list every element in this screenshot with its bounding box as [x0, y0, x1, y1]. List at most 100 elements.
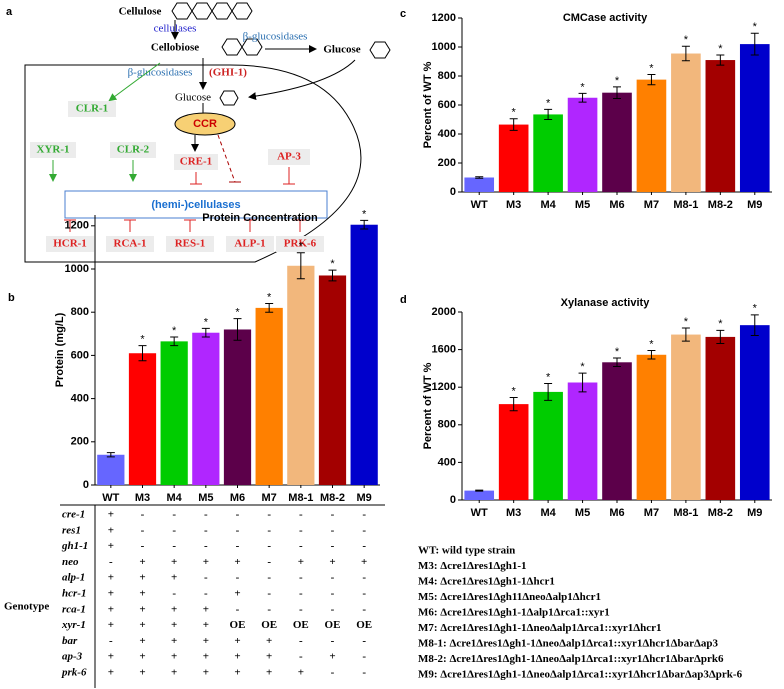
x-tick-label: M8-2 [708, 199, 733, 211]
error-bar [475, 489, 484, 492]
significance: * [753, 21, 758, 33]
node: XYR-1 [37, 144, 70, 156]
repressions [64, 167, 306, 232]
genotype-cell: + [171, 603, 177, 615]
ccr-node [174, 112, 236, 136]
error-bar [475, 176, 484, 179]
genotype-cell: - [141, 540, 145, 552]
gene: gh1-1 [61, 540, 88, 552]
genotype-cell: + [329, 556, 335, 568]
genotype-cell: - [109, 556, 113, 568]
genotype-cell: - [362, 509, 366, 521]
panel-label: c [400, 8, 406, 20]
genotype-cell: + [171, 635, 177, 647]
genotype-cell: + [171, 556, 177, 568]
genotype-cell: + [203, 556, 209, 568]
strain-note: M7: Δcre1Δres1Δgh1-1ΔneoΔalp1Δrca1::xyr1… [418, 622, 661, 634]
significance: * [615, 346, 620, 358]
error-bar [509, 397, 518, 412]
genotype-cell: + [266, 635, 272, 647]
error-bar [716, 329, 725, 344]
genotype-cell: + [139, 619, 145, 631]
genotype-cell: - [172, 524, 176, 536]
error-bar [138, 345, 147, 362]
ccr: CCR [193, 118, 217, 130]
significance: * [299, 241, 304, 253]
y-tick-label: 1200 [432, 12, 456, 24]
enzyme: cellulases [154, 23, 197, 35]
significance: * [172, 325, 177, 337]
bar [287, 265, 315, 485]
genotype-cell: + [108, 524, 114, 536]
bar [318, 275, 347, 485]
genotype-cell: - [362, 540, 366, 552]
genotype-cell: + [139, 635, 145, 647]
repressors: HCR-1 RCA-1 RES-1 ALP-1 PRK-6 [46, 236, 324, 252]
strain-note: M8-1: Δcre1Δres1Δgh1-1ΔneoΔalp1Δrca1::xy… [418, 638, 719, 650]
genotype-cell: + [329, 651, 335, 663]
genotype-cell: - [331, 509, 335, 521]
significance: * [649, 62, 654, 74]
node: ALP-1 [234, 238, 265, 250]
genotype-cell: OE [230, 619, 246, 631]
gene: bar [62, 635, 78, 647]
arrow [108, 62, 161, 102]
gene: prk-6 [61, 667, 87, 679]
error-bar [233, 318, 242, 341]
target: (hemi-)cellulases [151, 199, 240, 211]
bar [533, 114, 563, 192]
x-tick-label: M8-1 [673, 199, 698, 211]
error-bar [328, 269, 337, 282]
genotype-cell: - [362, 635, 366, 647]
bar [567, 97, 598, 192]
significance: * [362, 208, 367, 220]
genotype-cell: - [141, 524, 145, 536]
genotype-cell: - [331, 635, 335, 647]
error-bar [509, 118, 518, 131]
genotype-cell: - [331, 667, 335, 679]
error-bar [265, 303, 274, 313]
genotype-cell: - [204, 509, 208, 521]
significance: * [512, 385, 517, 397]
node: PRK-6 [284, 238, 317, 250]
genotype-cell: + [108, 667, 114, 679]
genotype-cell: OE [356, 619, 372, 631]
chart-title: Protein Concentration [202, 212, 318, 224]
error-bar [750, 32, 759, 56]
x-tick-label: M8-1 [288, 492, 313, 504]
y-tick-label: 1600 [432, 344, 456, 356]
error-bar [544, 382, 553, 401]
genotype-cell: + [171, 667, 177, 679]
genotype-cell: - [204, 588, 208, 600]
bar [97, 454, 125, 485]
panel-label: b [8, 292, 15, 304]
genotype-cell: + [361, 556, 367, 568]
bar [739, 325, 770, 500]
significance: * [718, 43, 723, 55]
genotype-cell: + [234, 635, 240, 647]
y-tick-label: 200 [438, 157, 456, 169]
significance: * [580, 361, 585, 373]
y-tick-label: 400 [438, 128, 456, 140]
strain-note: M5: Δcre1Δres1Δgh11ΔneoΔalp1Δhcr1 [418, 591, 601, 603]
y-tick-label: 800 [438, 70, 456, 82]
node: CRE-1 [180, 156, 212, 168]
strain-note: WT: wild type strain [418, 545, 515, 557]
genotype-cell: - [236, 524, 240, 536]
hexagons [171, 2, 391, 106]
error-bar [578, 372, 587, 393]
genotype-cell: - [299, 572, 303, 584]
error-bar [716, 54, 725, 66]
gene: cre-1 [62, 509, 85, 521]
bar [350, 224, 378, 485]
x-tick-label: M3 [506, 199, 521, 211]
genotype-cell: - [299, 603, 303, 615]
genotype-cell: - [267, 556, 271, 568]
bar [255, 307, 283, 485]
activations [49, 160, 137, 182]
genotype-cell: + [108, 540, 114, 552]
bar [671, 334, 701, 500]
genotype-cell: + [171, 651, 177, 663]
significance: * [204, 316, 209, 328]
bar [192, 332, 220, 485]
